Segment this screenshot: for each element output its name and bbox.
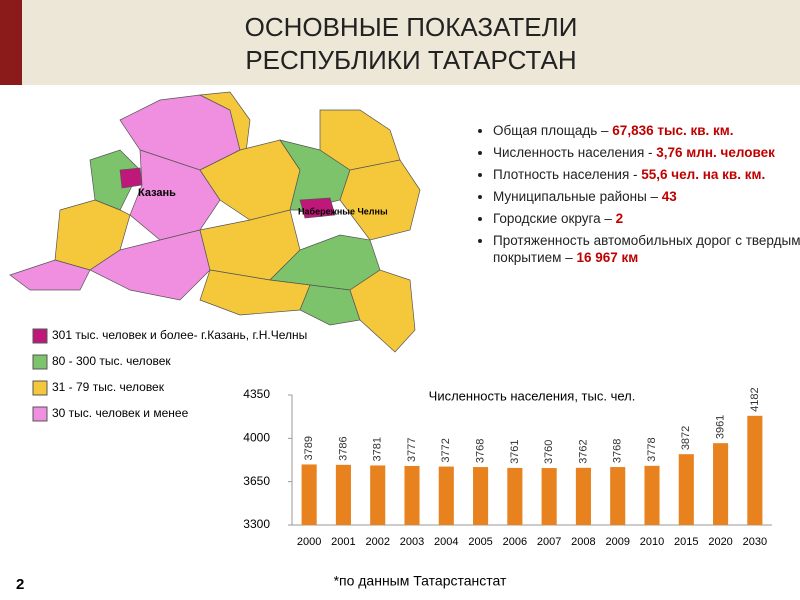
district (89, 149, 141, 211)
x-tick-label: 2008 (571, 536, 595, 548)
value-label: 3761 (509, 439, 521, 463)
legend-label: 80 - 300 тыс. человек (52, 354, 171, 368)
y-tick-label: 3300 (243, 517, 270, 531)
value-label: 3772 (440, 438, 452, 462)
bar (678, 454, 694, 525)
legend-swatch (32, 328, 48, 344)
x-tick-label: 2003 (400, 536, 424, 548)
bullet: Муниципальные районы – 43 (493, 188, 800, 205)
map (9, 91, 421, 353)
x-tick-label: 2010 (640, 536, 664, 548)
x-tick-label: 2030 (743, 536, 767, 548)
bar (473, 467, 489, 525)
legend-label: 30 тыс. человек и менее (52, 406, 189, 420)
x-tick-label: 2001 (331, 536, 355, 548)
bullet-list: Общая площадь – 67,836 тыс. кв. км. Числе… (475, 122, 800, 271)
y-tick-label: 4350 (243, 387, 270, 401)
value-label: 3961 (714, 415, 726, 439)
bullet: Протяженность автомобильных дорог с твер… (493, 232, 800, 266)
x-tick-label: 2009 (605, 536, 629, 548)
bar (713, 443, 729, 525)
district (9, 259, 91, 291)
value-label: 3768 (612, 439, 624, 463)
y-tick-label: 3650 (243, 474, 270, 488)
value-label: 4182 (749, 387, 761, 411)
district (89, 229, 211, 301)
bullet-label: Муниципальные районы – (493, 189, 662, 204)
bullet-value: 2 (615, 211, 624, 226)
x-tick-label: 2020 (708, 536, 732, 548)
x-tick-label: 2006 (503, 536, 527, 548)
title: ОСНОВНЫЕ ПОКАЗАТЕЛИ (244, 12, 578, 42)
value-label: 3762 (577, 439, 589, 463)
bar (335, 464, 351, 525)
bar (438, 466, 454, 525)
bullet-value: 16 967 км (576, 250, 639, 265)
bar (507, 467, 523, 525)
district (299, 284, 361, 326)
value-label: 3778 (646, 437, 658, 461)
district (339, 159, 421, 241)
bar (370, 465, 386, 525)
value-label: 3768 (474, 439, 486, 463)
bullet: Городские округа – 2 (493, 210, 800, 227)
footnote: *по данным Татарстанстат (334, 573, 507, 589)
bar (404, 465, 420, 525)
chart-title: Численность населения, тыс. чел. (429, 388, 636, 403)
page-number: 2 (16, 576, 24, 593)
header (0, 0, 800, 85)
bullet: Общая площадь – 67,836 тыс. кв. км. (493, 122, 800, 139)
bar (747, 415, 763, 525)
bullet-value: 67,836 тыс. кв. км. (612, 123, 734, 138)
bar (575, 467, 591, 525)
value-label: 3872 (680, 426, 692, 450)
value-label: 3789 (303, 436, 315, 460)
value-label: 3777 (406, 437, 418, 461)
bullet: Численность населения - 3,76 млн. челове… (493, 144, 800, 161)
legend-swatch (32, 406, 48, 422)
district (119, 167, 143, 189)
legend-swatch (32, 354, 48, 370)
bar (301, 464, 317, 525)
bullet-label: Общая площадь – (493, 123, 613, 138)
x-tick-label: 2005 (468, 536, 492, 548)
x-tick-label: 2004 (434, 536, 458, 548)
bullet-value: 3,76 млн. человек (656, 145, 775, 160)
bullet-label: Городские округа – (493, 211, 616, 226)
value-label: 3786 (337, 436, 349, 460)
legend-swatch (32, 380, 48, 396)
district (299, 197, 336, 219)
bullet-label: Численность населения - (493, 145, 657, 160)
district (349, 269, 416, 353)
legend-label: 31 - 79 тыс. человек (52, 380, 165, 394)
bar (541, 468, 557, 525)
bullet: Плотность населения - 55,6 чел. на кв. к… (493, 166, 800, 183)
x-tick-label: 2015 (674, 536, 698, 548)
x-tick-label: 2000 (297, 536, 321, 548)
bullet-value: 43 (661, 189, 677, 204)
map-label: Набережные Челны (298, 206, 388, 216)
header-stripe (0, 0, 22, 85)
legend-label: 301 тыс. человек и более- г.Казань, г.Н.… (52, 328, 307, 342)
bar (644, 465, 660, 525)
x-tick-label: 2007 (537, 536, 561, 548)
value-label: 3781 (372, 437, 384, 461)
value-label: 3760 (543, 440, 555, 464)
x-tick-label: 2002 (365, 536, 389, 548)
bullet-label: Протяженность автомобильных дорог с твер… (493, 233, 800, 265)
map-label: Казань (138, 187, 176, 199)
title: РЕСПУБЛИКИ ТАТАРСТАН (245, 45, 577, 75)
bullet-label: Плотность населения - (493, 167, 642, 182)
y-tick-label: 4000 (243, 431, 270, 445)
bar (610, 467, 626, 525)
bullet-value: 55,6 чел. на кв. км. (641, 167, 766, 182)
